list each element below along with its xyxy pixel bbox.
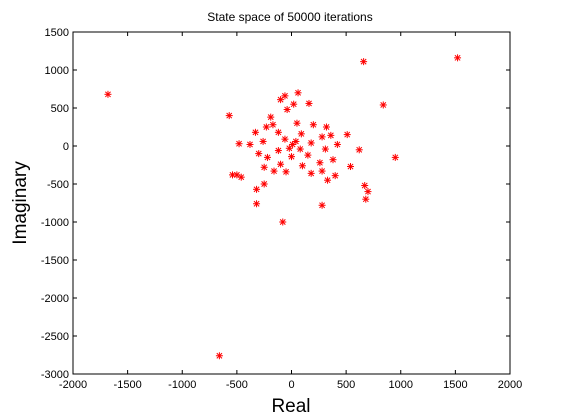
data-point [104,90,112,98]
data-point [281,135,289,143]
data-point [262,123,270,131]
data-point [318,167,326,175]
x-tick-label: 500 [337,379,355,391]
x-tick-label: -1500 [114,379,142,391]
data-point [343,131,351,139]
y-tick-label: 1000 [45,65,69,77]
y-tick-label: -3000 [41,369,69,381]
data-point [260,180,268,188]
data-point [307,139,315,147]
y-axis: -3000 -2500 -2000 -1500 -1000 -500 0 500 1000 150… [41,27,510,381]
data-point [321,145,329,153]
data-point [288,153,295,161]
data-point [346,163,354,171]
data-point [255,150,263,158]
data-point [237,173,245,181]
data-point [235,140,243,148]
x-tick-label: 0 [288,379,294,391]
data-point [225,112,233,120]
x-tick-label: 1000 [389,379,413,391]
data-point [253,185,261,193]
data-point [379,101,387,109]
data-points [104,54,462,360]
data-point [391,153,399,161]
data-point [260,163,268,171]
data-point [329,156,337,164]
x-axis-label: Real [271,396,310,417]
y-tick-label: 1500 [45,27,69,39]
data-point [259,137,267,145]
data-point [309,121,317,129]
data-point [277,96,285,104]
data-point [290,100,298,108]
data-point [362,195,370,203]
data-point [251,128,259,136]
y-tick-label: -1000 [41,217,69,229]
data-point [267,113,275,121]
data-point [215,352,223,360]
x-tick-label: -500 [226,379,248,391]
data-point [322,123,330,131]
y-tick-label: -2500 [41,331,69,343]
data-point [331,172,339,180]
data-point [316,159,324,167]
data-point [318,201,326,209]
data-point [355,146,363,154]
chart-title: State space of 50000 iterations [207,10,372,24]
data-point [327,131,335,139]
data-point [246,140,254,148]
x-tick-label: 1500 [443,379,467,391]
data-point [274,147,282,155]
data-point [289,140,297,148]
data-point [333,140,341,148]
x-tick-label: -1000 [168,379,196,391]
data-point [304,151,312,159]
x-tick-label: 2000 [498,379,522,391]
data-point [253,200,261,208]
data-point [283,106,291,114]
y-tick-label: 0 [63,141,69,153]
x-axis: -2000 -1500 -1000 -500 0 500 1000 1500 2000 [59,32,522,391]
data-point [298,162,306,170]
data-point [297,130,305,138]
y-tick-label: -2000 [41,293,69,305]
y-axis-label: Imaginary [10,161,31,245]
data-point [293,119,301,127]
data-point [364,188,372,196]
y-tick-label: 500 [51,103,69,115]
data-point [263,153,271,161]
data-point [305,99,313,107]
data-point [269,121,277,129]
data-point [360,58,368,66]
data-point [279,218,287,226]
y-tick-label: -1500 [41,255,69,267]
data-point [274,128,282,136]
data-point [270,167,278,175]
data-point [324,176,332,184]
data-point [296,145,304,153]
data-point [294,89,302,97]
data-point [277,160,285,168]
data-point [233,171,241,179]
data-point [361,182,369,190]
data-point [307,169,315,177]
x-tick-label: -2000 [59,379,87,391]
plot-area [72,31,511,375]
data-point [454,54,462,62]
data-point [318,133,326,141]
data-point [282,168,290,176]
y-tick-label: -500 [47,179,69,191]
